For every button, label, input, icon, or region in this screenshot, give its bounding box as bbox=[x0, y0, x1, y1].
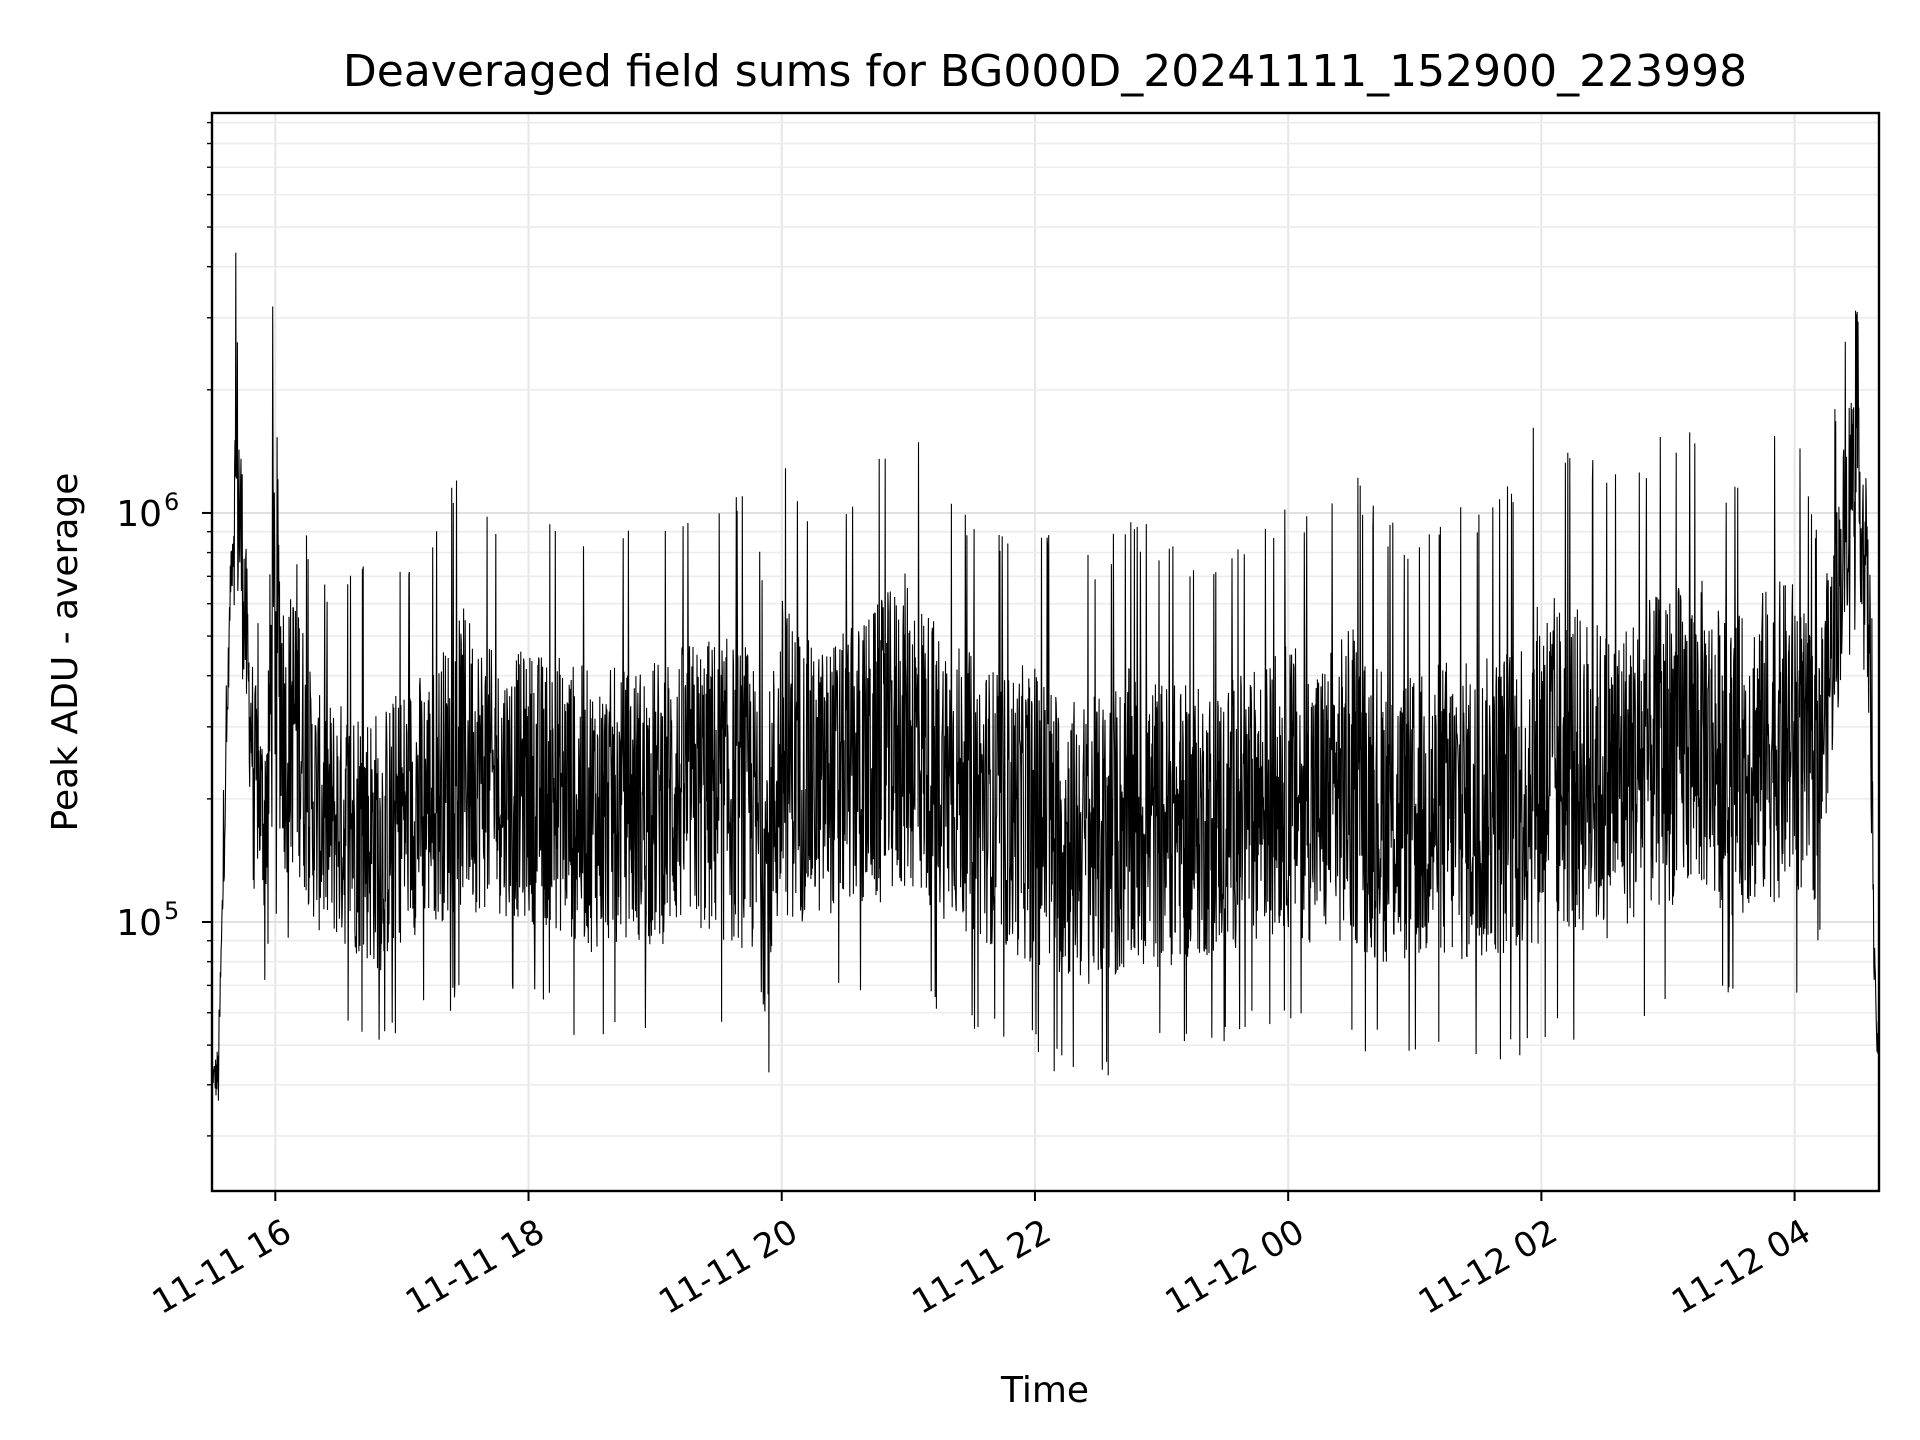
chart-title: Deaveraged field sums for BG000D_2024111… bbox=[343, 46, 1747, 97]
x-axis-label: Time bbox=[1000, 1370, 1089, 1411]
y-tick-exponent: 6 bbox=[164, 488, 179, 516]
y-axis-label: Peak ADU - average bbox=[45, 473, 86, 832]
series-line bbox=[211, 252, 1880, 1101]
data-series bbox=[211, 252, 1880, 1101]
y-tick-label: 10 bbox=[116, 494, 162, 535]
y-tick-label: 10 bbox=[116, 903, 162, 944]
plot-area-frame bbox=[210, 111, 1881, 1193]
grid bbox=[212, 113, 1879, 1191]
y-tick-exponent: 5 bbox=[164, 897, 179, 925]
